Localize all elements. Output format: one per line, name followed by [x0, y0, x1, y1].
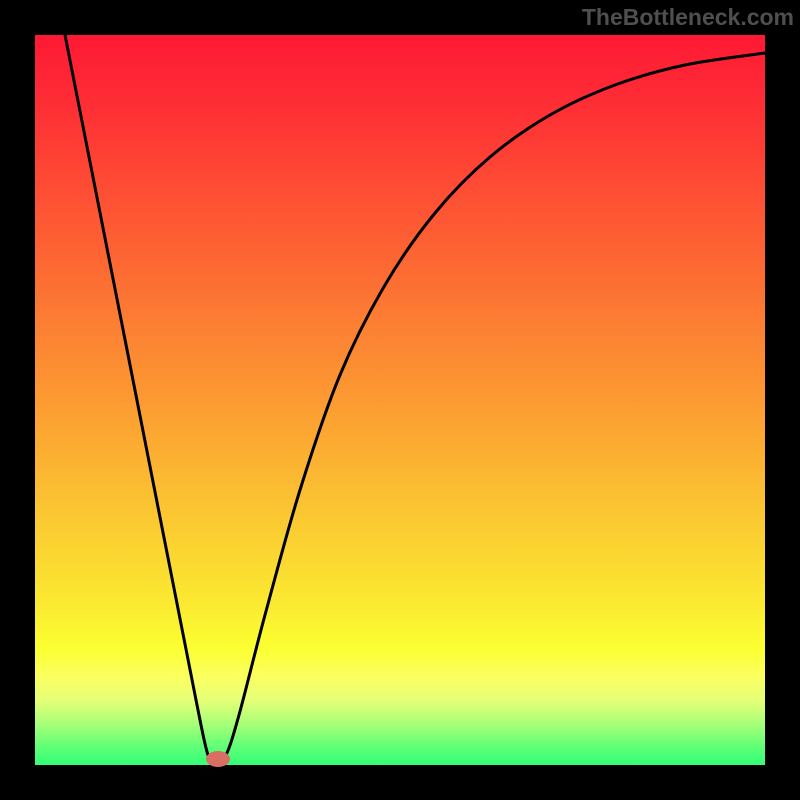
bottleneck-curve — [65, 35, 765, 761]
chart-svg — [0, 0, 800, 800]
watermark-text: TheBottleneck.com — [582, 4, 794, 31]
optimal-point-marker — [206, 751, 230, 767]
